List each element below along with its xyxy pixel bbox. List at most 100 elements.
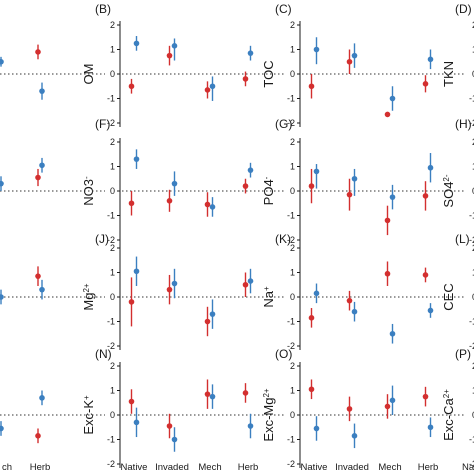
y-axis-title: PO4- bbox=[261, 176, 276, 205]
y-tick-label: 0 bbox=[472, 186, 474, 196]
partial-panel-edge bbox=[0, 56, 4, 67]
y-tick-label: -2 bbox=[287, 118, 295, 128]
panel: -2 -1 0 1 2 (G) PO4- bbox=[261, 117, 465, 245]
panel-label: (G) bbox=[275, 117, 292, 131]
y-tick-label: -2 bbox=[287, 459, 295, 469]
native-point bbox=[204, 87, 211, 93]
panel: -2 -1 0 1 2(H) SO42- bbox=[441, 117, 474, 245]
y-tick-label: -1 bbox=[287, 211, 295, 221]
native-point bbox=[128, 398, 135, 405]
x-tick-label: Herb bbox=[238, 462, 259, 473]
invaded-point bbox=[39, 286, 45, 293]
x-tick-label: Herb bbox=[418, 462, 439, 473]
y-tick-label: -2 bbox=[469, 118, 474, 128]
y-tick-label: 1 bbox=[110, 162, 115, 172]
partial-panel-edge bbox=[0, 421, 4, 436]
partial-panel-edge bbox=[0, 176, 4, 191]
y-axis-title: Exc-Ca2+ bbox=[441, 389, 456, 441]
native-point bbox=[128, 83, 135, 90]
panel-label: (K) bbox=[275, 232, 291, 246]
y-tick-label: -2 bbox=[287, 341, 295, 351]
y-axis-title: Na+ bbox=[261, 286, 276, 308]
y-axis-title-superscript: 2- bbox=[442, 174, 451, 181]
y-tick-label: 0 bbox=[290, 69, 295, 79]
native-point bbox=[346, 297, 353, 304]
invaded-point bbox=[351, 308, 358, 315]
y-tick-label: -1 bbox=[469, 211, 474, 221]
native-point bbox=[128, 299, 135, 305]
native-point bbox=[346, 406, 353, 412]
y-tick-label: 1 bbox=[110, 386, 115, 396]
invaded-point bbox=[351, 433, 358, 439]
invaded-point bbox=[247, 423, 254, 429]
y-tick-label: 1 bbox=[290, 268, 295, 278]
y-tick-label: 2 bbox=[110, 243, 115, 253]
y-tick-label: 2 bbox=[110, 20, 115, 30]
y-tick-label: -2 bbox=[107, 235, 115, 245]
invaded-point bbox=[39, 88, 45, 94]
y-tick-label: -1 bbox=[469, 435, 474, 445]
panel-label: (B) bbox=[95, 2, 111, 16]
y-tick-label: 2 bbox=[472, 243, 474, 253]
native-point bbox=[35, 174, 41, 181]
y-tick-label: 0 bbox=[110, 69, 115, 79]
y-tick-label: 2 bbox=[472, 20, 474, 30]
y-tick-label: -1 bbox=[287, 435, 295, 445]
y-tick-label: 0 bbox=[290, 186, 295, 196]
invaded-point bbox=[209, 311, 216, 317]
y-tick-label: -1 bbox=[469, 317, 474, 327]
x-tick-label: Invaded bbox=[155, 462, 189, 473]
native-point bbox=[422, 393, 429, 400]
invaded-point bbox=[247, 167, 254, 173]
y-axis-title: TOC bbox=[261, 60, 276, 87]
panel: -2 -1 0 1 2(L) CEC bbox=[441, 232, 474, 351]
y-tick-label: 2 bbox=[290, 361, 295, 371]
invaded-point bbox=[171, 280, 178, 287]
native-point bbox=[166, 423, 173, 429]
y-tick-label: -2 bbox=[469, 459, 474, 469]
panel bbox=[0, 390, 105, 444]
panel-label: (N) bbox=[95, 347, 112, 361]
y-tick-label: 2 bbox=[472, 361, 474, 371]
invaded-point bbox=[389, 194, 396, 200]
y-axis-title: SO42- bbox=[441, 174, 456, 207]
native-point bbox=[242, 183, 249, 189]
invaded-point bbox=[133, 156, 140, 162]
invaded-point bbox=[389, 397, 396, 404]
y-axis-title-superscript: + bbox=[82, 395, 91, 400]
invaded-point bbox=[427, 307, 434, 314]
y-tick-label: 1 bbox=[472, 162, 474, 172]
panel: -2 -1 0 1 2(K) Na+ bbox=[261, 232, 465, 351]
y-tick-label: -1 bbox=[107, 317, 115, 327]
native-point bbox=[204, 318, 211, 325]
y-tick-label: 0 bbox=[110, 186, 115, 196]
y-tick-label: 2 bbox=[472, 137, 474, 147]
invaded-point bbox=[0, 180, 4, 187]
y-tick-label: -1 bbox=[107, 94, 115, 104]
native-point bbox=[308, 315, 315, 321]
y-tick-label: 1 bbox=[290, 162, 295, 172]
y-tick-label: 1 bbox=[110, 45, 115, 55]
native-point bbox=[346, 58, 353, 65]
native-point bbox=[308, 183, 315, 189]
y-tick-label: 0 bbox=[110, 410, 115, 420]
native-point bbox=[242, 76, 249, 82]
y-axis-title-superscript: - bbox=[82, 176, 91, 179]
y-tick-label: 0 bbox=[290, 410, 295, 420]
invaded-point bbox=[247, 50, 254, 56]
panel-label: (C) bbox=[275, 2, 292, 16]
native-point bbox=[422, 81, 429, 87]
y-tick-label: 1 bbox=[290, 45, 295, 55]
native-point bbox=[35, 433, 41, 439]
y-tick-label: 2 bbox=[290, 137, 295, 147]
invaded-point bbox=[39, 395, 45, 401]
invaded-point bbox=[427, 164, 434, 171]
panel-label: (H) bbox=[455, 117, 472, 131]
panel: -2 -1 0 1 2(O) Exc-Mg2+ bbox=[261, 347, 465, 469]
y-axis-title: TKN bbox=[441, 61, 456, 87]
invaded-point bbox=[171, 180, 178, 187]
